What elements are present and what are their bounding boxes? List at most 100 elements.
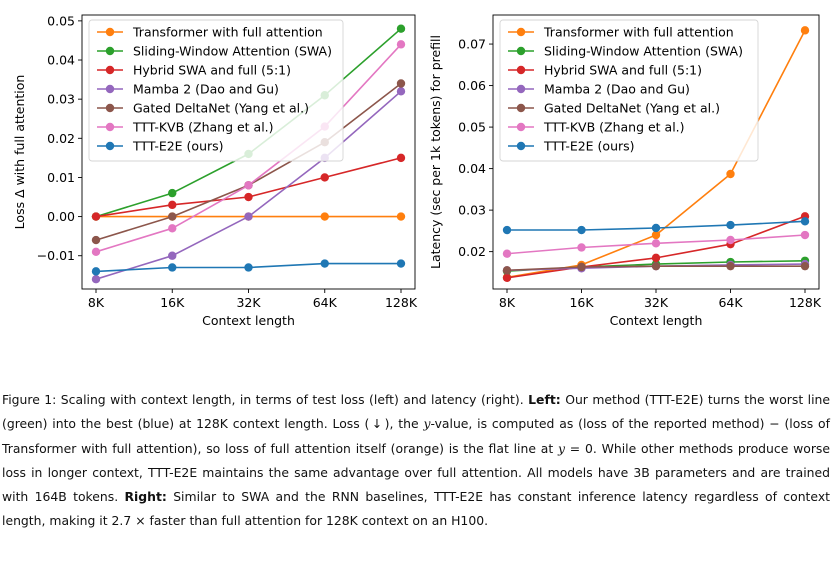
- caption-variable-y: y: [423, 416, 431, 432]
- figure: −0.01 0.00 0.01 0.02 0.03 0.04 0.05 8K 16K 32K 64K…: [12, 13, 822, 328]
- legend-marker: [516, 141, 526, 151]
- data-point: [800, 217, 810, 226]
- legend-label: Mamba 2 (Dao and Gu): [133, 82, 279, 97]
- x-tick-label: 32K: [644, 295, 669, 310]
- data-point: [320, 259, 329, 268]
- legend-marker: [516, 27, 526, 37]
- y-tick-label: 0.05: [458, 120, 486, 135]
- caption-left-label: Left:: [528, 392, 561, 407]
- legend-label: Sliding-Window Attention (SWA): [133, 44, 332, 59]
- legend-box: [499, 19, 759, 162]
- y-tick-label: 0.07: [458, 37, 486, 52]
- data-point: [396, 79, 406, 88]
- data-point: [396, 153, 406, 163]
- data-point: [651, 223, 661, 233]
- legend-label: Hybrid SWA and full (5:1): [133, 63, 291, 78]
- legend-label: TTT-E2E (ours): [543, 139, 635, 154]
- caption-left-text: Our method (TTT-E2E) turns the worst lin…: [2, 392, 830, 432]
- y-tick-label: 0.05: [47, 13, 75, 28]
- caption-intro: Figure 1: Scaling with context length, i…: [2, 392, 529, 407]
- data-point: [726, 235, 735, 245]
- data-point: [396, 24, 406, 33]
- caption-right-label: Right:: [124, 489, 167, 505]
- legend-label: Mamba 2 (Dao and Gu): [544, 82, 690, 97]
- data-point: [244, 192, 253, 202]
- data-point: [577, 262, 586, 272]
- data-point: [320, 173, 329, 182]
- legend-label: Transformer with full attention: [132, 25, 323, 40]
- legend-label: Hybrid SWA and full (5:1): [544, 63, 702, 78]
- legend-marker: [105, 103, 115, 113]
- x-axis-label: Context length: [202, 313, 295, 328]
- data-point: [502, 249, 512, 258]
- legend-label: Gated DeltaNet (Yang et al.): [544, 101, 720, 116]
- data-point: [651, 230, 661, 240]
- legend: Transformer with full attention Sliding-W…: [88, 19, 344, 162]
- legend-marker: [516, 122, 526, 132]
- x-tick-label: 64K: [718, 295, 743, 310]
- data-point: [91, 267, 101, 276]
- legend-marker: [105, 65, 115, 75]
- data-point: [800, 261, 810, 271]
- caption-advantage-text: = 0. While other methods produce worse l…: [2, 440, 831, 505]
- data-point: [168, 200, 177, 210]
- y-tick-label: 0.03: [47, 92, 75, 107]
- chart-loss: −0.01 0.00 0.01 0.02 0.03 0.04 0.05 8K 16K 32K 64K…: [12, 13, 418, 328]
- data-point: [168, 188, 177, 198]
- data-point: [396, 259, 406, 268]
- x-tick-label: 16K: [160, 295, 185, 310]
- y-tick-label: 0.02: [458, 244, 486, 259]
- data-point: [244, 181, 253, 190]
- data-point: [168, 224, 177, 233]
- data-point: [577, 243, 586, 252]
- legend-marker: [516, 46, 526, 56]
- legend-marker: [105, 27, 115, 37]
- x-tick-label: 16K: [569, 295, 594, 310]
- y-tick-label: 0.01: [47, 170, 75, 185]
- chart-latency: 0.02 0.03 0.04 0.05 0.06 0.07 8K 16K 32K 64K 128K C…: [428, 14, 822, 328]
- legend-marker: [105, 141, 115, 151]
- data-point: [502, 266, 512, 275]
- caption-loss-definition: -value, is computed as (loss of the repo…: [2, 416, 831, 456]
- data-point: [396, 212, 406, 221]
- data-point: [651, 253, 661, 263]
- legend-label: TTT-KVB (Zhang et al.): [132, 120, 274, 135]
- x-tick-label: 128K: [789, 295, 822, 310]
- data-point: [91, 275, 101, 284]
- data-point: [396, 87, 406, 96]
- legend-marker: [105, 84, 115, 94]
- data-point: [168, 251, 177, 260]
- caption-variable-y-eq: y: [558, 440, 566, 456]
- legend-marker: [105, 46, 115, 56]
- data-point: [726, 261, 735, 271]
- x-axis-label: Context length: [610, 313, 703, 328]
- legend-label: Sliding-Window Attention (SWA): [544, 44, 743, 59]
- data-point: [651, 261, 661, 271]
- legend-label: Transformer with full attention: [543, 25, 734, 40]
- figure-caption: Figure 1: Scaling with context length, i…: [2, 388, 830, 534]
- data-point: [91, 212, 101, 221]
- data-point: [244, 212, 253, 221]
- y-tick-label: 0.06: [458, 78, 486, 93]
- data-point: [726, 169, 735, 179]
- y-axis-label: Loss Δ with full attention: [12, 75, 27, 230]
- y-tick-label: 0.04: [458, 161, 486, 176]
- series-group: [502, 26, 810, 282]
- data-point: [577, 225, 586, 235]
- legend-marker: [516, 65, 526, 75]
- data-point: [800, 26, 810, 35]
- y-tick-label: 0.00: [47, 209, 75, 224]
- figure-charts: −0.01 0.00 0.01 0.02 0.03 0.04 0.05 8K 16K 32K 64K…: [12, 13, 822, 328]
- data-point: [320, 212, 329, 221]
- caption-right-text: Similar to SWA and the RNN baselines, TT…: [2, 489, 831, 529]
- legend: Transformer with full attention Sliding-W…: [499, 19, 759, 162]
- data-point: [726, 220, 735, 230]
- legend-label: TTT-E2E (ours): [132, 139, 224, 154]
- data-point: [651, 239, 661, 248]
- legend-marker: [516, 103, 526, 113]
- y-tick-label: 0.03: [458, 203, 486, 218]
- x-tick-label: 32K: [236, 295, 261, 310]
- data-point: [91, 247, 101, 257]
- data-point: [502, 273, 512, 282]
- x-tick-label: 8K: [499, 295, 516, 310]
